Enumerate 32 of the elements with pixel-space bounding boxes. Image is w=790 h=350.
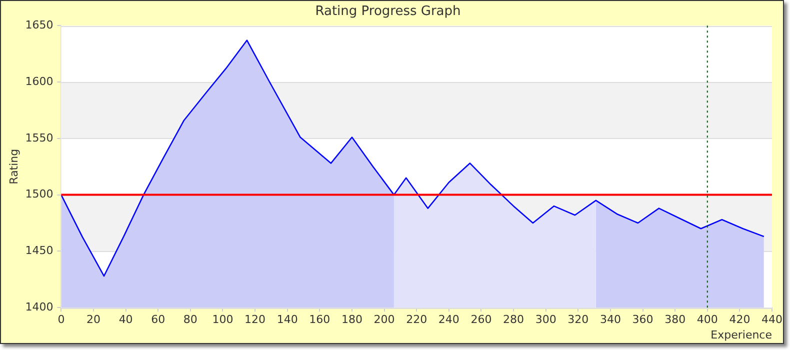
x-tick-label: 80 <box>183 313 198 326</box>
x-tick-label: 380 <box>664 313 686 326</box>
x-tick-label: 120 <box>244 313 266 326</box>
x-tick-label: 320 <box>568 313 589 326</box>
x-tick-label: 200 <box>374 313 395 326</box>
x-tick-label: 40 <box>118 313 133 326</box>
x-tick-label: 280 <box>503 313 524 326</box>
x-tick-label: 400 <box>696 313 718 326</box>
x-tick-label: 0 <box>58 313 65 326</box>
x-tick-label: 260 <box>470 313 492 326</box>
y-tick-label: 1600 <box>25 74 54 88</box>
x-tick-label: 180 <box>341 313 362 326</box>
x-tick-label: 420 <box>729 313 750 326</box>
x-tick-label: 160 <box>309 313 330 326</box>
y-tick-label: 1650 <box>25 18 54 32</box>
x-tick-label: 300 <box>535 313 556 326</box>
x-tick-label: 240 <box>438 313 460 326</box>
x-tick-label: 20 <box>86 313 101 326</box>
y-tick-label: 1450 <box>25 244 54 258</box>
x-tick-label: 140 <box>276 313 298 326</box>
x-tick-label: 360 <box>632 313 654 326</box>
x-axis-title: Experience <box>710 328 772 342</box>
y-tick-label: 1550 <box>25 131 54 144</box>
x-tick-label: 340 <box>600 313 621 326</box>
x-tick-label: 220 <box>406 313 428 326</box>
y-axis-title: Rating <box>7 148 20 184</box>
x-tick-label: 100 <box>212 313 234 326</box>
chart-title: Rating Progress Graph <box>315 4 461 20</box>
x-tick-label: 60 <box>151 313 166 326</box>
y-tick-label: 1500 <box>25 188 54 201</box>
y-tick-label: 1400 <box>25 300 54 314</box>
x-tick-label: 440 <box>762 313 782 326</box>
